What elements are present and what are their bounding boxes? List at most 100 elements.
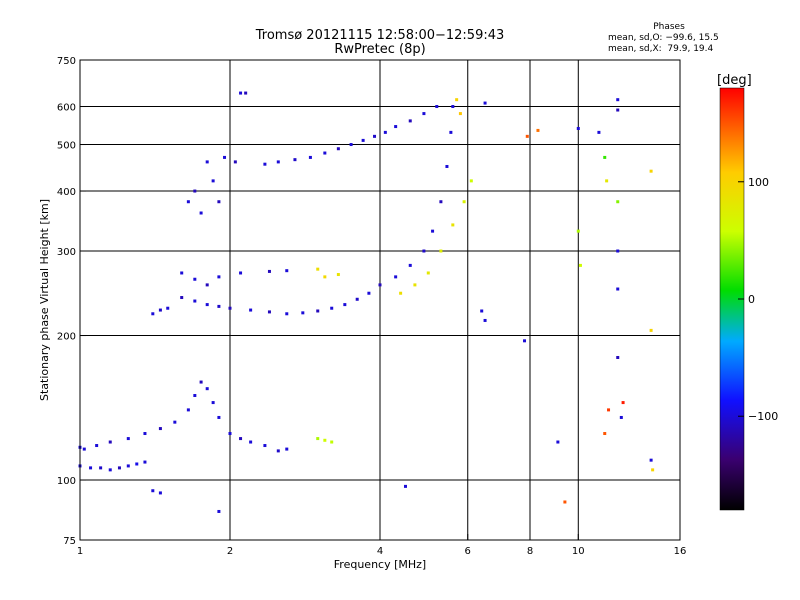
data-point — [449, 130, 453, 134]
data-point — [616, 98, 620, 102]
data-point — [126, 464, 130, 468]
data-point — [193, 299, 197, 303]
data-point — [349, 143, 353, 147]
data-point — [249, 308, 253, 312]
data-point — [462, 200, 466, 204]
x-tick-label: 8 — [527, 546, 533, 557]
data-point — [536, 128, 540, 132]
y-tick-label: 300 — [57, 247, 76, 258]
data-point — [361, 138, 365, 142]
y-axis-ticks: 75 100 200 300 400 500 600 750 — [57, 56, 86, 547]
data-point — [316, 309, 320, 313]
data-point — [301, 311, 305, 315]
data-point — [244, 91, 248, 95]
x-axis-ticks: 1 2 4 6 8 10 16 — [77, 534, 687, 557]
data-point — [223, 155, 227, 159]
data-point — [95, 444, 99, 448]
data-point — [576, 229, 580, 233]
colorbar-tick-label: −100 — [748, 410, 778, 423]
data-point — [228, 432, 232, 436]
data-point — [431, 229, 435, 233]
data-point — [451, 105, 455, 109]
data-point — [228, 306, 232, 310]
data-point — [267, 310, 271, 314]
data-point — [621, 401, 625, 405]
data-point — [158, 427, 162, 431]
data-point — [193, 189, 197, 193]
data-point — [435, 105, 439, 109]
data-point — [135, 462, 139, 466]
data-point — [205, 387, 209, 391]
data-point — [126, 437, 130, 441]
data-point — [616, 108, 620, 112]
y-tick-label: 75 — [63, 536, 76, 547]
data-point — [413, 283, 417, 287]
x-tick-label: 4 — [377, 546, 383, 557]
data-point — [217, 509, 221, 513]
data-point — [394, 275, 398, 279]
x-tick-label: 10 — [572, 546, 585, 557]
data-point — [158, 491, 162, 495]
data-point — [276, 160, 280, 164]
data-point — [151, 489, 155, 493]
y-tick-label: 600 — [57, 103, 76, 114]
colorbar-ticks: 100 0 −100 — [738, 176, 778, 423]
data-point — [480, 309, 484, 313]
data-point — [422, 112, 426, 116]
data-point — [199, 211, 203, 215]
data-point — [99, 466, 103, 470]
data-point — [343, 303, 347, 307]
data-point — [403, 484, 407, 488]
data-point — [205, 303, 209, 307]
data-point — [193, 394, 197, 398]
data-point — [616, 287, 620, 291]
y-tick-label: 750 — [57, 56, 76, 67]
data-point — [193, 277, 197, 281]
data-point — [649, 328, 653, 332]
data-point — [576, 126, 580, 130]
data-point — [217, 275, 221, 279]
data-point — [180, 296, 184, 300]
data-point — [439, 200, 443, 204]
data-point — [323, 275, 327, 279]
data-point — [316, 437, 320, 441]
colorbar-tick-label: 100 — [748, 176, 769, 189]
data-point — [143, 460, 147, 464]
data-point — [285, 269, 289, 273]
data-point — [180, 271, 184, 275]
data-point — [199, 380, 203, 384]
colorbar-title: [deg] — [717, 73, 752, 88]
data-point — [367, 291, 371, 295]
data-point — [158, 308, 162, 312]
data-point — [293, 158, 297, 162]
stats-phase-x: mean, sd,X: 79.9, 19.4 — [608, 44, 714, 54]
chart-title: Tromsø 20121115 12:58:00−12:59:43 — [255, 28, 505, 43]
data-point — [651, 468, 655, 472]
x-tick-label: 16 — [674, 546, 687, 557]
data-point — [249, 440, 253, 444]
data-point — [355, 297, 359, 301]
data-point — [394, 125, 398, 129]
data-point — [217, 304, 221, 308]
data-point — [233, 160, 237, 164]
data-point — [239, 437, 243, 441]
data-point — [323, 151, 327, 155]
x-tick-label: 6 — [465, 546, 471, 557]
data-point — [603, 432, 607, 436]
y-tick-label: 500 — [57, 141, 76, 152]
data-point — [308, 155, 312, 159]
data-point — [422, 249, 426, 253]
data-point — [649, 458, 653, 462]
data-point — [649, 169, 653, 173]
data-point — [619, 415, 623, 419]
stats-heading: Phases — [653, 22, 685, 32]
data-point — [408, 119, 412, 123]
data-point — [323, 438, 327, 442]
data-point — [239, 271, 243, 275]
data-point — [523, 339, 527, 343]
data-point — [373, 134, 377, 138]
data-point — [556, 440, 560, 444]
data-point — [426, 271, 430, 275]
stats-phase-o: mean, sd,O: −99.6, 15.5 — [608, 33, 719, 43]
